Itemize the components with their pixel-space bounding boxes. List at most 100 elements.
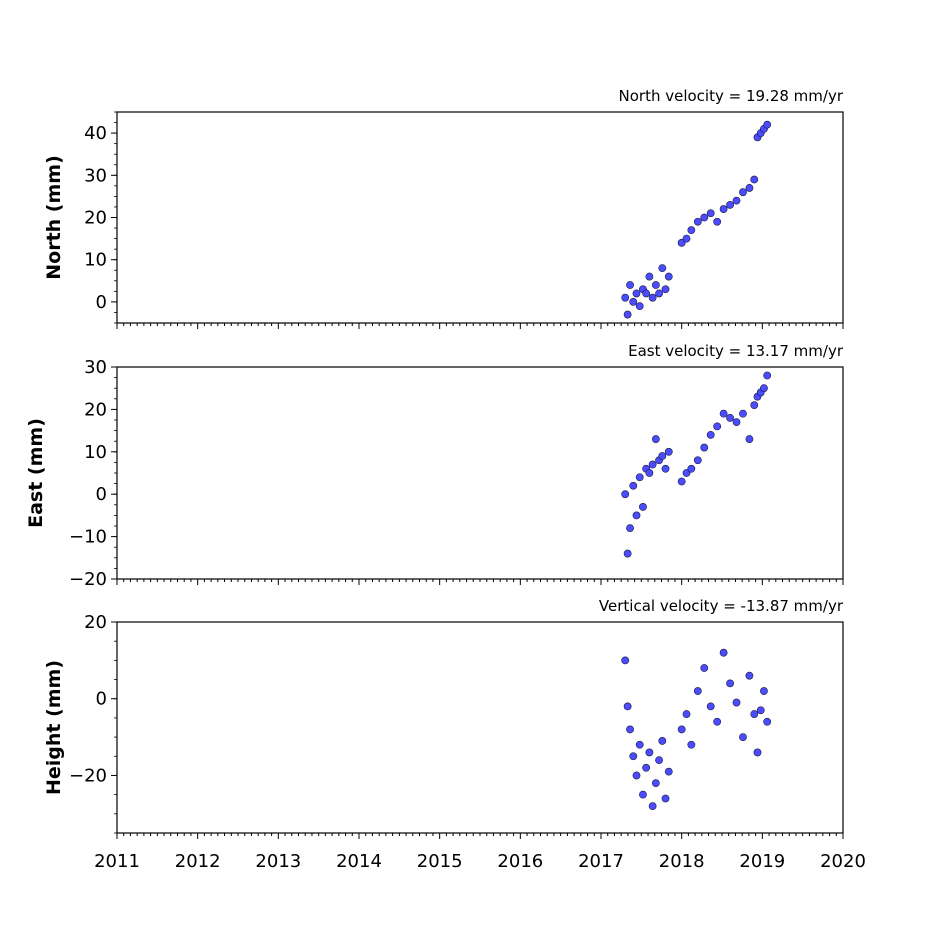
data-point: [639, 503, 647, 511]
data-point: [658, 737, 667, 745]
x-tick-label: 2019: [739, 851, 785, 872]
data-point: [621, 490, 630, 499]
data-point: [760, 687, 768, 695]
y-axis-label: Height (mm): [43, 660, 65, 795]
data-point: [664, 272, 673, 281]
data-point: [635, 302, 644, 311]
data-point: [623, 549, 632, 558]
x-tick-label: 2018: [659, 851, 705, 872]
y-tick-label: 30: [84, 357, 107, 378]
data-point: [677, 477, 686, 486]
data-point: [642, 763, 651, 772]
data-point: [629, 481, 638, 490]
data-point: [658, 452, 667, 460]
y-tick-label: −10: [69, 527, 107, 548]
data-point: [739, 188, 747, 197]
axes-frame: [116, 366, 844, 580]
data-point: [648, 802, 657, 811]
y-tick-label: −20: [69, 765, 107, 786]
data-point: [719, 409, 728, 418]
x-tick-label: 2012: [175, 851, 221, 872]
data-point: [693, 456, 702, 465]
data-point: [635, 473, 644, 482]
data-point: [682, 234, 691, 243]
data-point: [745, 671, 754, 680]
data-point: [655, 289, 663, 298]
y-tick-label: 0: [96, 292, 107, 313]
y-axis-label: North (mm): [43, 155, 65, 280]
data-point: [626, 281, 634, 289]
data-point: [763, 717, 772, 726]
y-tick-label: 20: [84, 612, 107, 633]
data-point: [645, 748, 654, 757]
data-point: [642, 289, 651, 298]
velocity-label: Vertical velocity = -13.87 mm/yr: [599, 597, 844, 615]
data-point: [726, 679, 734, 688]
data-point: [635, 740, 644, 749]
x-tick-label: 2016: [497, 851, 543, 872]
y-tick-label: 20: [84, 399, 107, 420]
data-point: [661, 794, 670, 803]
data-point: [639, 790, 647, 799]
data-point: [693, 217, 702, 226]
panel-3: −20 0 20 Height (mm) Vertical velocity = -13…: [43, 597, 866, 872]
data-point: [745, 435, 754, 443]
data-point: [739, 409, 747, 418]
x-tick-label: 2015: [417, 851, 463, 872]
y-tick-label: 30: [84, 165, 107, 186]
data-point: [648, 293, 657, 302]
data-point: [648, 460, 657, 469]
data-point: [700, 443, 709, 452]
data-point: [632, 771, 641, 780]
data-point: [700, 664, 709, 672]
data-point: [645, 469, 654, 477]
data-point: [632, 511, 641, 520]
data-point: [719, 205, 728, 213]
data-point: [726, 413, 734, 422]
data-point: [726, 200, 734, 209]
data-point: [693, 687, 702, 695]
data-point: [756, 706, 765, 715]
data-point: [732, 418, 741, 427]
x-tick-label: 2020: [820, 851, 866, 872]
data-point: [687, 226, 696, 235]
data-point: [753, 748, 762, 757]
data-point: [763, 371, 772, 380]
data-point: [621, 656, 630, 665]
data-point: [658, 264, 667, 273]
data-point: [687, 464, 696, 473]
data-point: [732, 196, 741, 205]
data-point: [750, 401, 759, 410]
x-tick-label: 2013: [255, 851, 301, 872]
data-point: [706, 702, 715, 711]
data-point: [745, 184, 754, 192]
data-point: [664, 767, 673, 776]
data-point: [626, 524, 634, 533]
velocity-label: East velocity = 13.17 mm/yr: [628, 342, 844, 360]
data-point: [739, 733, 747, 741]
y-axis-label: East (mm): [25, 418, 47, 528]
data-point: [732, 698, 741, 707]
x-tick-label: 2017: [578, 851, 624, 872]
panel-2: −20 −10 0 10 20 30 East (mm) East velocity = 13…: [25, 342, 844, 590]
data-point: [706, 430, 715, 439]
data-point: [629, 297, 638, 306]
y-tick-label: 10: [84, 442, 107, 463]
y-tick-label: 40: [84, 123, 107, 144]
data-point: [700, 213, 709, 222]
y-tick-label: 10: [84, 250, 107, 271]
panel-1: 0 10 20 30 40 North (mm) North velocity = 19.2…: [43, 87, 844, 329]
data-point: [623, 310, 632, 319]
axes-frame: [116, 621, 844, 834]
x-tick-label: 2011: [94, 851, 140, 872]
y-tick-label: −20: [69, 569, 107, 590]
data-point: [655, 756, 663, 765]
data-point: [651, 435, 660, 443]
x-tick-label: 2014: [336, 851, 382, 872]
velocity-label: North velocity = 19.28 mm/yr: [619, 87, 844, 105]
data-point: [621, 293, 630, 302]
data-point: [706, 209, 715, 218]
data-point: [677, 725, 686, 734]
data-point: [682, 710, 691, 718]
